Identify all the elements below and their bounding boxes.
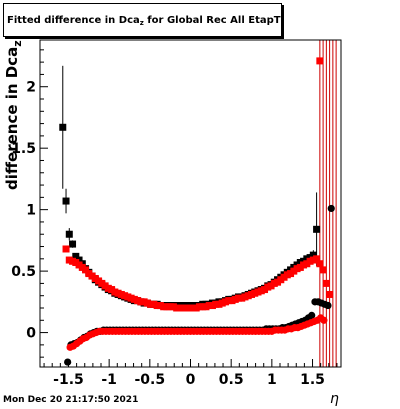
data-point <box>309 251 317 259</box>
y-axis-label-subscript: z <box>11 40 24 47</box>
series-0 <box>59 65 321 310</box>
plot-frame <box>39 39 342 368</box>
y-tick-label: 0 <box>26 326 36 342</box>
data-point <box>72 252 80 260</box>
data-point <box>62 245 70 253</box>
x-tick-label: -1 <box>101 372 117 388</box>
data-point <box>322 279 330 287</box>
data-point <box>316 57 324 65</box>
series-3 <box>66 314 328 351</box>
x-tick-label: 0 <box>186 372 196 388</box>
x-tick-label: 0.5 <box>219 372 244 388</box>
data-point <box>326 290 334 298</box>
y-tick-label: 0.5 <box>11 264 36 280</box>
data-point <box>324 301 332 310</box>
x-axis-ticks: -1.5 -1 -0.5 0 0.5 1 1.5 <box>43 359 338 388</box>
y-axis-label: difference in Dcaz <box>3 40 24 190</box>
data-point <box>65 230 73 238</box>
x-axis-label: η <box>330 391 339 407</box>
red-error-lines <box>319 40 337 367</box>
data-point <box>313 225 321 233</box>
x-tick-label: 1.5 <box>300 372 325 388</box>
data-point <box>308 311 316 319</box>
title-rest: for Global Rec All EtapT <box>143 15 281 26</box>
series-1 <box>62 245 334 312</box>
data-point <box>62 197 70 205</box>
data-point <box>319 266 327 274</box>
chart-title: Fitted difference in Dcaz for Global Rec… <box>3 3 282 37</box>
title-subscript: z <box>139 19 144 27</box>
data-point <box>59 123 67 131</box>
y-tick-label: 1 <box>26 203 36 219</box>
data-point <box>69 240 77 248</box>
y-axis-ticks: 0 0.5 1 1.5 2 <box>11 49 48 358</box>
data-point <box>327 204 335 213</box>
data-point <box>320 316 328 324</box>
data-point <box>64 358 72 366</box>
y-tick-label: 2 <box>26 80 36 96</box>
data-point <box>82 266 90 274</box>
x-tick-label: -0.5 <box>135 372 166 388</box>
y-tick-label: 1.5 <box>11 141 36 157</box>
series-4 <box>316 57 324 65</box>
x-tick-label: 1 <box>267 372 277 388</box>
data-series <box>59 57 335 366</box>
data-point <box>313 255 321 263</box>
title-main: Fitted difference in Dca <box>7 15 140 26</box>
x-tick-label: -1.5 <box>53 372 84 388</box>
timestamp: Mon Dec 20 21:17:50 2021 <box>3 395 139 405</box>
data-point <box>316 260 324 268</box>
